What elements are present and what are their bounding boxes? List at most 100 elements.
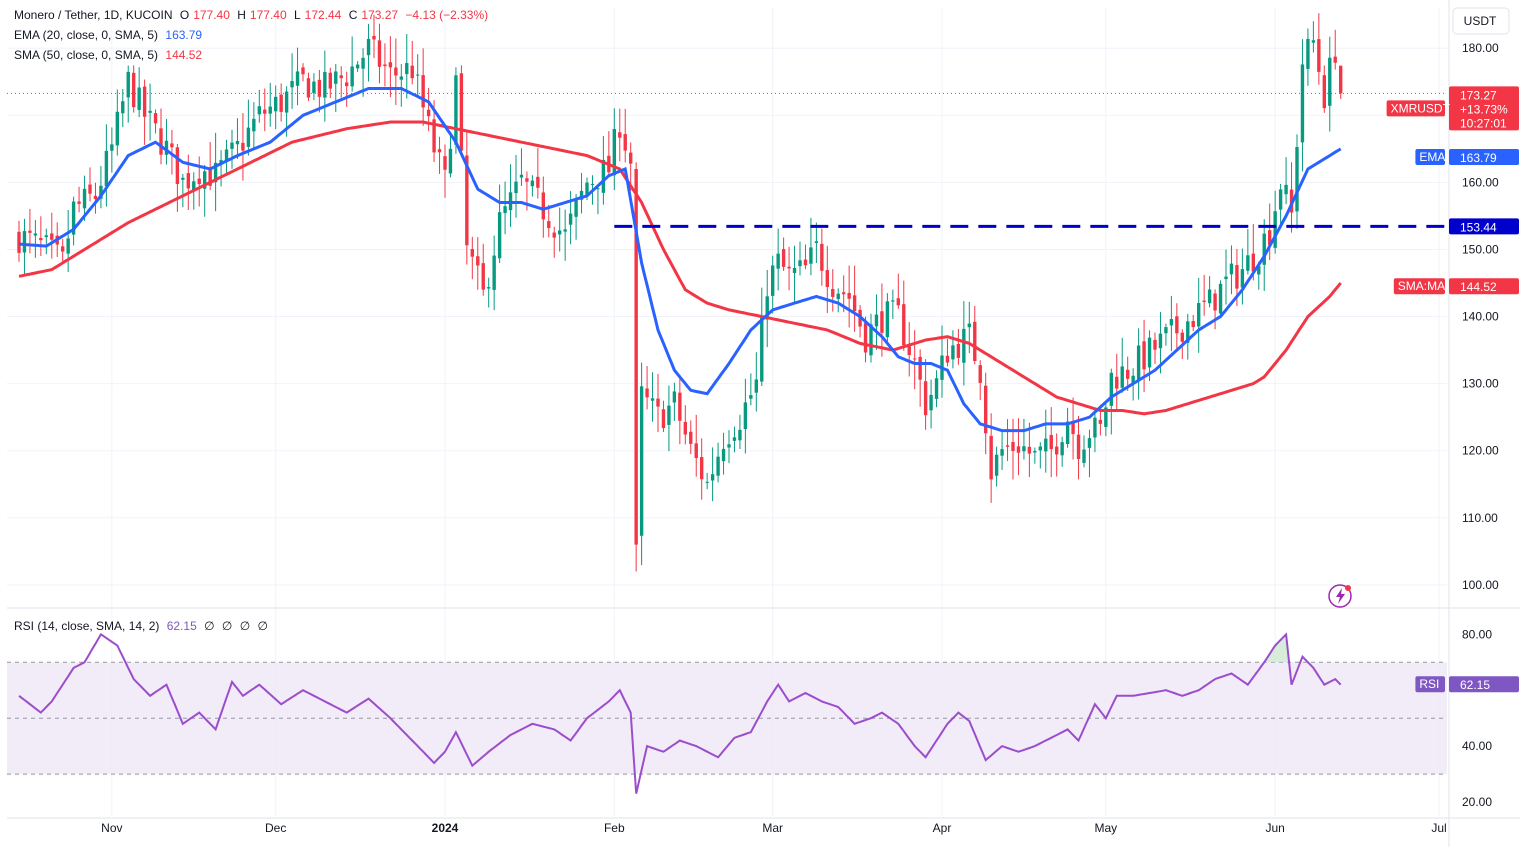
- candle: [492, 235, 496, 311]
- rsi-extra-4: ∅: [257, 619, 268, 633]
- ema-value: 163.79: [165, 28, 203, 42]
- candle-body: [1093, 417, 1097, 438]
- candle-body: [1311, 40, 1316, 43]
- candle-body: [787, 266, 791, 269]
- candle-body: [372, 35, 376, 40]
- candle-body: [1082, 449, 1086, 463]
- candle: [1087, 429, 1092, 478]
- candle: [273, 85, 278, 130]
- candle: [1033, 447, 1037, 464]
- candle-body: [1104, 407, 1108, 427]
- time-tick-label: Jul: [1431, 821, 1446, 835]
- candle-body: [197, 178, 201, 185]
- candle: [885, 293, 890, 342]
- candle: [891, 289, 895, 319]
- candle-body: [323, 71, 327, 98]
- candle-body: [896, 298, 901, 306]
- sma-tag-box: [1449, 278, 1519, 295]
- candle-body: [137, 87, 141, 110]
- candle: [405, 34, 409, 99]
- candle-body: [661, 409, 666, 429]
- candle: [1300, 39, 1305, 172]
- candle: [503, 181, 507, 235]
- candle-body: [541, 192, 546, 220]
- candle-body: [1218, 283, 1223, 314]
- candle: [738, 414, 742, 450]
- candle: [803, 244, 808, 270]
- candle: [361, 48, 365, 97]
- time-tick-label: Mar: [762, 821, 783, 835]
- price-tag-label-box: [1386, 100, 1445, 117]
- candle: [394, 38, 398, 105]
- price-tick-label: 140.00: [1462, 310, 1499, 324]
- ema-tag: 163.79 EMA: [1415, 148, 1519, 165]
- candle-body: [410, 65, 414, 79]
- candle: [1125, 356, 1130, 391]
- candle-body: [263, 109, 267, 114]
- candle: [344, 71, 349, 107]
- candle: [60, 238, 65, 263]
- candle-body: [268, 106, 272, 114]
- candle-body: [394, 67, 398, 76]
- candle-body: [590, 183, 595, 185]
- candle-body: [1125, 369, 1130, 379]
- sma-tag-text: 144.52: [1460, 280, 1497, 294]
- low-label: L: [293, 8, 301, 22]
- ema-legend[interactable]: EMA (20, close, 0, SMA, 5) 163.79: [14, 28, 206, 42]
- candle-body: [1328, 57, 1332, 106]
- candle: [421, 48, 425, 126]
- candle-body: [623, 134, 627, 151]
- candle-body: [465, 155, 469, 246]
- candle-body: [639, 386, 644, 536]
- candle: [792, 245, 797, 303]
- candle-body: [1011, 442, 1015, 451]
- candle-body: [241, 142, 245, 151]
- candle-body: [1071, 422, 1075, 435]
- candle-body: [760, 317, 764, 382]
- sma-legend[interactable]: SMA (50, close, 0, SMA, 5) 144.52: [14, 48, 206, 62]
- candle: [1049, 407, 1053, 478]
- rsi-tick-label: 80.00: [1462, 627, 1492, 641]
- candle-body: [208, 169, 212, 186]
- candle-body: [110, 144, 114, 151]
- candle: [776, 228, 780, 291]
- candle: [710, 447, 715, 502]
- sma-label: SMA (50, close, 0, SMA, 5): [14, 48, 159, 62]
- candle: [760, 287, 764, 386]
- candle-body: [224, 149, 229, 162]
- candle: [1071, 397, 1075, 460]
- candle-body: [912, 358, 917, 360]
- candle: [219, 150, 223, 187]
- candle-body: [312, 81, 316, 94]
- candle: [410, 40, 414, 85]
- candle-body: [634, 168, 638, 545]
- candle: [213, 132, 218, 212]
- time-tick-label: Nov: [101, 821, 122, 835]
- rsi-tag-text: 62.15: [1460, 678, 1490, 692]
- candle-body: [1273, 211, 1277, 248]
- rsi-legend[interactable]: RSI (14, close, SMA, 14, 2) 62.15 ∅ ∅ ∅ …: [14, 619, 272, 633]
- candle: [973, 305, 977, 365]
- candle: [934, 370, 939, 408]
- sma-line: [18, 120, 1342, 416]
- candle: [1005, 419, 1010, 462]
- candle: [547, 204, 551, 238]
- candle: [831, 269, 835, 312]
- candle: [263, 88, 267, 132]
- candle-body: [1300, 64, 1305, 143]
- candle-body: [601, 159, 606, 193]
- candle: [705, 472, 709, 490]
- rsi-tick-label: 20.00: [1462, 795, 1492, 809]
- price-tag-text: +13.73%: [1460, 102, 1508, 116]
- time-tick-label: Jun: [1265, 821, 1284, 835]
- candle-body: [994, 454, 999, 476]
- candle: [678, 374, 682, 445]
- candle: [202, 164, 207, 217]
- symbol-info-line: Monero / Tether, 1D, KUCOIN O 177.40 H 177…: [14, 8, 492, 22]
- candle-body: [1295, 147, 1299, 212]
- candle-body: [192, 181, 196, 192]
- candle-body: [656, 398, 660, 407]
- candle: [372, 14, 376, 59]
- candle-body: [503, 206, 507, 214]
